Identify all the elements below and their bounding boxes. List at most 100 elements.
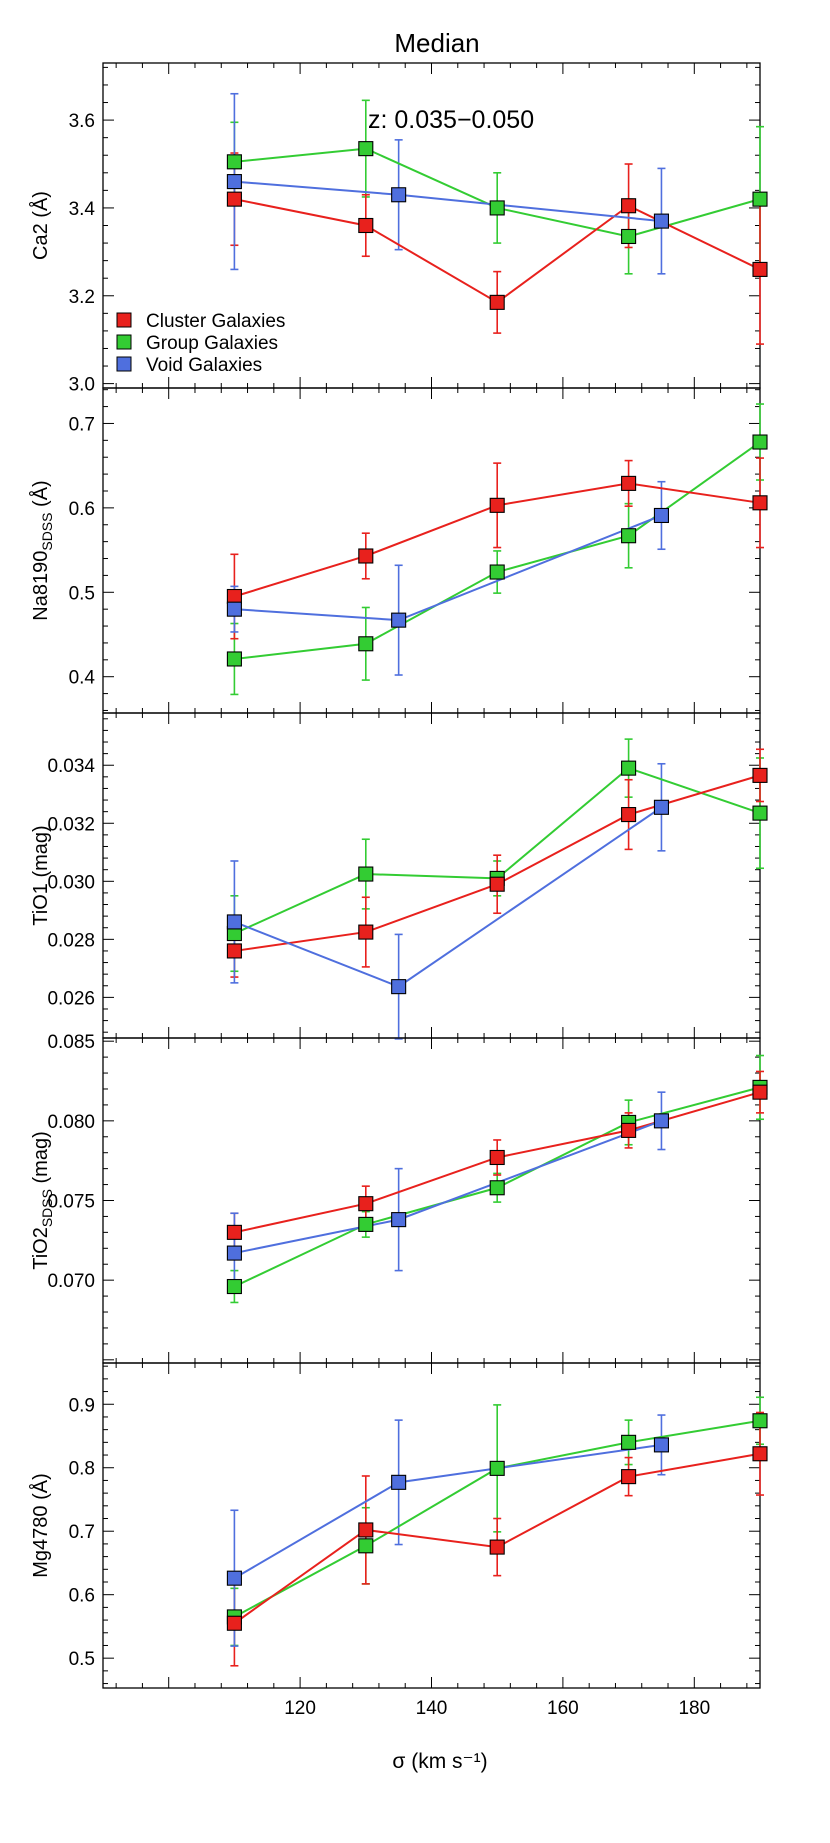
data-point-cluster bbox=[752, 495, 768, 511]
data-point-cluster bbox=[489, 497, 505, 513]
legend-label-group: Group Galaxies bbox=[146, 333, 278, 354]
y-axis-label: TiO1 (mag) bbox=[30, 825, 52, 925]
data-point-cluster bbox=[489, 1539, 505, 1555]
data-point-void bbox=[226, 1245, 242, 1261]
panel-2: 0.4 0.5 0.6 0.7 Na8190SDSS (Å) bbox=[29, 387, 768, 714]
panel-1: 3.0 3.2 3.4 3.6 Ca2 (Å) bbox=[29, 62, 768, 396]
data-point-cluster bbox=[358, 924, 374, 940]
y-axis-label: Ca2 (Å) bbox=[29, 191, 52, 260]
data-point-cluster bbox=[752, 261, 768, 277]
y-tick-label: 3.6 bbox=[69, 111, 95, 132]
data-point-group bbox=[489, 564, 505, 580]
data-point-group bbox=[752, 1413, 768, 1429]
data-point-void bbox=[391, 979, 407, 995]
data-point-group bbox=[226, 651, 242, 667]
redshift-annotation: z: 0.035−0.050 bbox=[368, 106, 534, 134]
legend: Cluster Galaxies Group Galaxies Void Gal… bbox=[116, 311, 285, 376]
legend-swatch-cluster bbox=[116, 312, 132, 328]
legend-swatch-group bbox=[116, 334, 132, 350]
data-point-void bbox=[391, 187, 407, 203]
y-tick-label: 0.028 bbox=[47, 930, 95, 951]
y-tick-label: 3.2 bbox=[69, 287, 95, 308]
series-line-void bbox=[234, 180, 662, 223]
data-point-cluster bbox=[226, 943, 242, 959]
data-point-group bbox=[358, 866, 374, 882]
data-point-cluster bbox=[358, 1522, 374, 1538]
data-point-group bbox=[752, 805, 768, 821]
data-point-cluster bbox=[358, 217, 374, 234]
x-tick-label: 140 bbox=[416, 1698, 448, 1719]
y-tick-label: 0.6 bbox=[69, 499, 95, 520]
data-point-group bbox=[489, 1460, 505, 1476]
y-tick-label: 0.032 bbox=[47, 814, 95, 835]
data-point-void bbox=[653, 799, 670, 815]
y-tick-label: 0.7 bbox=[69, 414, 95, 435]
y-tick-label: 0.075 bbox=[47, 1192, 95, 1213]
y-tick-label: 0.026 bbox=[47, 988, 95, 1009]
y-tick-label: 0.9 bbox=[69, 1395, 95, 1416]
y-tick-label: 0.030 bbox=[47, 872, 95, 893]
data-point-cluster bbox=[621, 1469, 637, 1485]
data-point-cluster bbox=[752, 767, 768, 783]
data-point-group bbox=[358, 141, 374, 157]
panels: 3.0 3.2 3.4 3.6 Ca2 (Å) 0.4 0.5 0.6 0.7 Na8190SDS… bbox=[29, 62, 768, 1719]
data-point-cluster bbox=[489, 1149, 505, 1166]
panel-3: 0.026 0.028 0.030 0.032 0.034 TiO1 (mag) bbox=[30, 712, 768, 1040]
y-tick-label: 0.8 bbox=[69, 1459, 95, 1480]
data-point-cluster bbox=[752, 1446, 768, 1462]
data-point-group bbox=[358, 1216, 374, 1232]
series-line-void bbox=[234, 806, 663, 988]
x-axis-label: σ (km s⁻¹) bbox=[392, 1750, 487, 1773]
data-point-group bbox=[489, 200, 505, 216]
y-tick-label: 3.4 bbox=[69, 199, 96, 220]
data-point-group bbox=[621, 228, 637, 245]
x-tick-label: 180 bbox=[678, 1698, 710, 1719]
series-line-void bbox=[234, 1119, 662, 1255]
y-tick-label: 0.034 bbox=[47, 756, 95, 777]
data-point-void bbox=[391, 612, 407, 628]
y-tick-label: 0.6 bbox=[69, 1586, 95, 1607]
y-tick-label: 0.070 bbox=[47, 1271, 95, 1292]
data-point-cluster bbox=[226, 191, 242, 207]
data-point-group bbox=[358, 636, 374, 652]
data-point-group bbox=[226, 1278, 242, 1295]
data-point-cluster bbox=[489, 294, 505, 310]
legend-label-cluster: Cluster Galaxies bbox=[146, 311, 285, 332]
data-point-cluster bbox=[621, 198, 637, 214]
figure-title: Median bbox=[394, 28, 479, 58]
y-tick-label: 0.4 bbox=[69, 668, 96, 689]
data-point-cluster bbox=[226, 1615, 242, 1631]
y-axis-label: Na8190SDSS (Å) bbox=[29, 480, 55, 620]
data-point-void bbox=[391, 1212, 407, 1228]
data-point-cluster bbox=[621, 475, 637, 491]
y-tick-label: 0.7 bbox=[69, 1522, 95, 1543]
data-point-group bbox=[752, 191, 768, 207]
y-tick-label: 0.5 bbox=[69, 1649, 95, 1670]
data-point-group bbox=[358, 1538, 374, 1554]
panel-4: 0.070 0.075 0.080 0.085 TiO2SDSS (mag) bbox=[30, 1032, 768, 1364]
y-axis-label: TiO2SDSS (mag) bbox=[30, 1131, 55, 1270]
data-point-cluster bbox=[358, 548, 374, 564]
x-tick-label: 120 bbox=[284, 1698, 316, 1719]
data-point-void bbox=[653, 1113, 670, 1129]
data-point-cluster bbox=[358, 1196, 374, 1212]
panel-frame bbox=[102, 1362, 761, 1689]
y-tick-label: 3.0 bbox=[69, 375, 95, 396]
y-tick-label: 0.085 bbox=[47, 1032, 95, 1053]
data-point-void bbox=[226, 1570, 242, 1586]
data-point-group bbox=[621, 528, 637, 544]
panel-5: 120 140 160 180 0.5 0.6 0.7 0.8 0.9 Mg4780 (Å) bbox=[29, 1362, 768, 1719]
legend-swatch-void bbox=[116, 356, 132, 372]
data-point-group bbox=[489, 1180, 505, 1196]
data-point-cluster bbox=[752, 1084, 768, 1100]
y-tick-label: 0.080 bbox=[47, 1112, 95, 1133]
data-point-cluster bbox=[489, 876, 505, 892]
data-point-void bbox=[226, 174, 242, 190]
data-point-group bbox=[226, 154, 242, 170]
data-point-group bbox=[752, 434, 768, 450]
data-point-cluster bbox=[226, 1224, 242, 1240]
data-point-void bbox=[653, 1437, 670, 1453]
data-point-void bbox=[653, 507, 670, 524]
data-point-group bbox=[621, 760, 637, 776]
data-point-cluster bbox=[621, 807, 637, 823]
